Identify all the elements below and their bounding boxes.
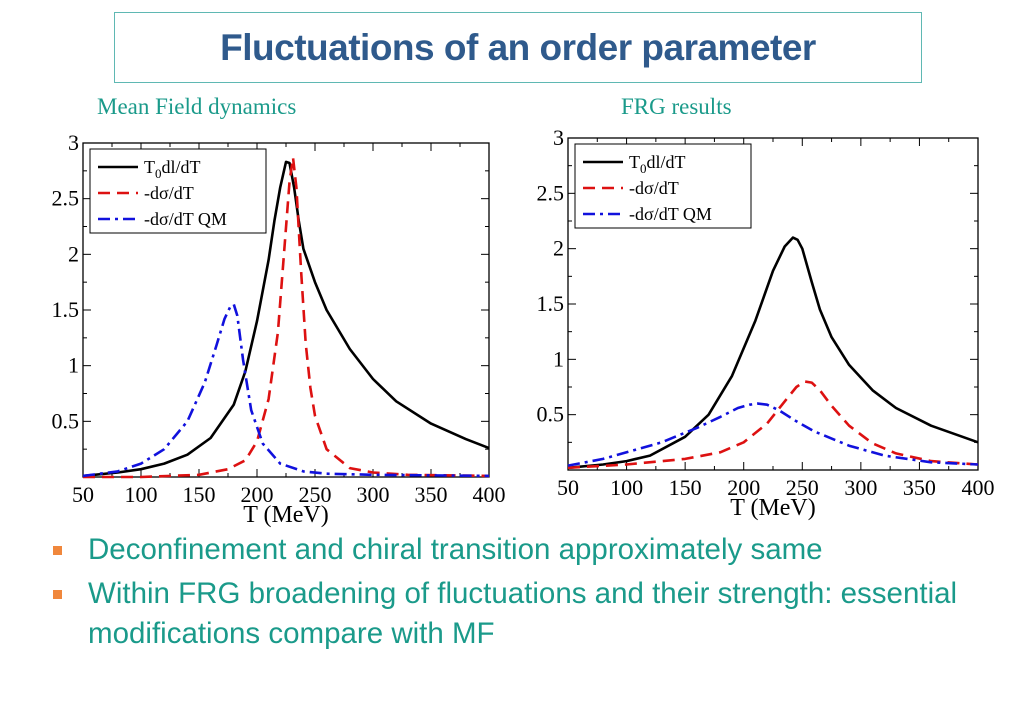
series-line [567, 402, 979, 467]
legend-box [574, 143, 752, 229]
panel-title-mean-field: Mean Field dynamics [97, 94, 297, 119]
x-tick-label: 350 [415, 482, 448, 507]
slide-title: Fluctuations of an order parameter [220, 26, 816, 68]
x-tick-label: 200 [241, 482, 274, 507]
x-tick-label: 50 [557, 475, 579, 500]
bullet-item: Deconfinement and chiral transition appr… [50, 530, 1015, 570]
x-tick-label: 350 [903, 475, 936, 500]
bullet-item: Within FRG broadening of fluctuations an… [50, 574, 1015, 654]
title-box: Fluctuations of an order parameter [114, 12, 922, 83]
bullet-square-icon [53, 590, 62, 599]
y-tick-label: 1.5 [537, 291, 565, 316]
x-tick-label: 300 [357, 482, 390, 507]
chart-1: 50 100 150 200 250 300 350 400 0.5 1 1.5 2 2.5 3 T (Me… [52, 130, 506, 528]
legend-label: -dσ/dT [629, 178, 679, 198]
series-line [82, 303, 490, 478]
x-tick-label: 50 [72, 482, 94, 507]
legend-label: -dσ/dT QM [144, 209, 227, 229]
legend-label: -dσ/dT [144, 183, 194, 203]
y-tick-label: 3 [553, 125, 564, 150]
bullet-text: Within FRG broadening of fluctuations an… [88, 577, 958, 650]
y-tick-label: 2 [68, 241, 79, 266]
bullet-text: Deconfinement and chiral transition appr… [88, 533, 823, 566]
x-tick-label: 400 [473, 482, 506, 507]
x-tick-label: 100 [610, 475, 643, 500]
y-tick-label: 0.5 [537, 402, 565, 427]
x-tick-label: 150 [183, 482, 216, 507]
bullet-square-icon [53, 546, 62, 555]
legend-label: -dσ/dT QM [629, 204, 712, 224]
x-tick-label: 400 [962, 475, 995, 500]
y-tick-label: 1.5 [52, 297, 80, 322]
legend-label: T0dl/dT [144, 157, 201, 181]
series-line [82, 160, 490, 478]
series-line [567, 236, 979, 470]
x-axis-label: T (MeV) [730, 495, 816, 521]
y-tick-label: 3 [68, 130, 79, 155]
chart-2: 50 100 150 200 250 300 350 400 0.5 1 1.5 2 2.5 3 T (Me… [537, 125, 995, 521]
y-tick-label: 2 [553, 236, 564, 261]
y-tick-label: 0.5 [52, 408, 80, 433]
y-tick-label: 1 [553, 346, 564, 371]
series-line [83, 156, 490, 479]
x-tick-label: 150 [669, 475, 702, 500]
legend-box [89, 148, 267, 234]
y-tick-label: 2.5 [52, 186, 80, 211]
bullet-list: Deconfinement and chiral transition appr… [50, 530, 1015, 658]
x-tick-label: 100 [125, 482, 158, 507]
y-tick-label: 1 [68, 353, 79, 378]
y-tick-label: 2.5 [537, 180, 565, 205]
x-tick-label: 300 [844, 475, 877, 500]
x-tick-label: 250 [299, 482, 332, 507]
x-tick-label: 200 [727, 475, 760, 500]
panel-title-frg: FRG results [621, 94, 732, 119]
x-tick-label: 250 [786, 475, 819, 500]
series-line [567, 380, 979, 470]
x-axis-label: T (MeV) [243, 502, 329, 528]
